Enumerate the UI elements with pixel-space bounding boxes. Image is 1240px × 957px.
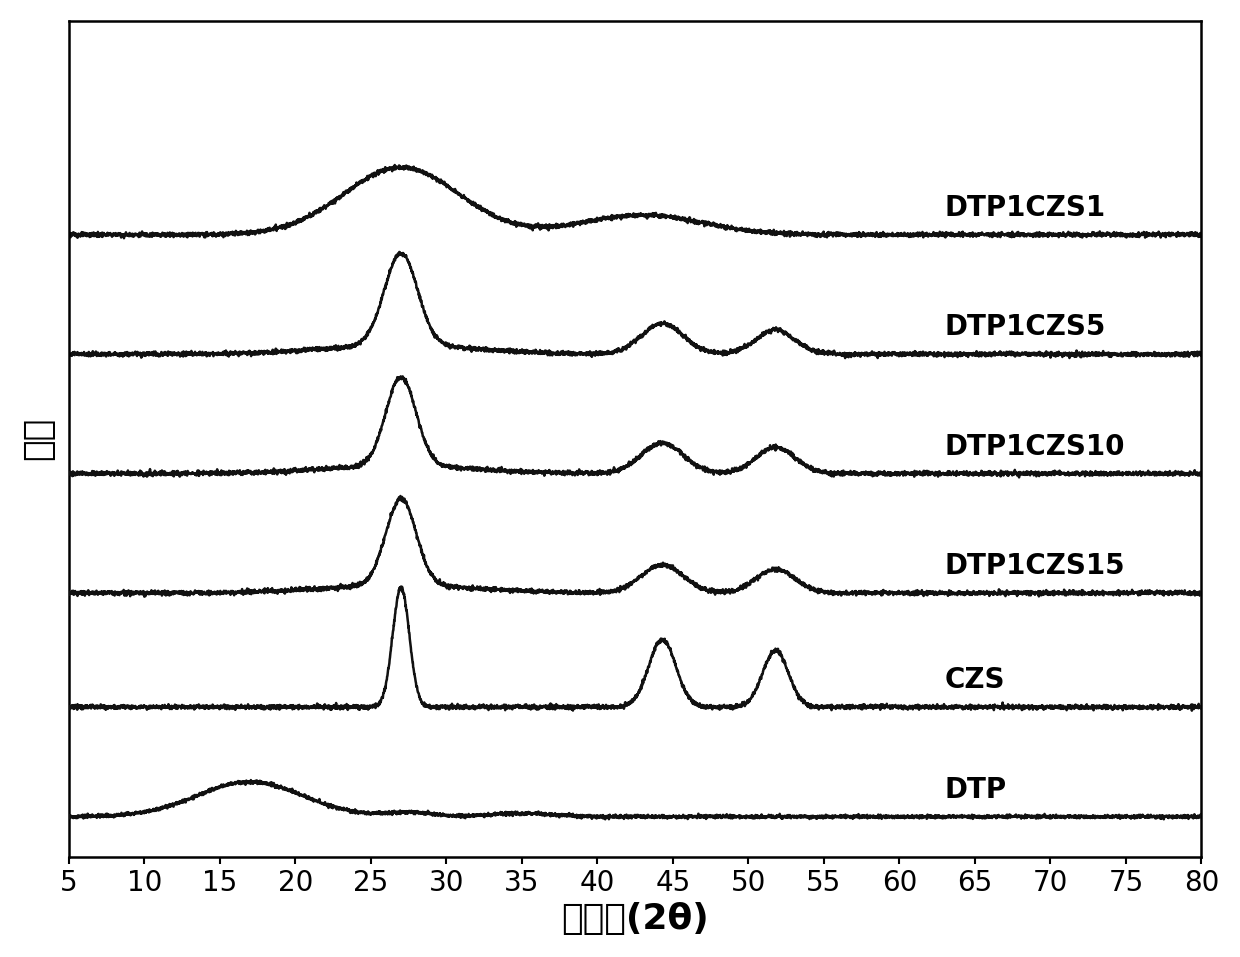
Text: DTP: DTP (945, 775, 1007, 804)
Text: DTP1CZS15: DTP1CZS15 (945, 552, 1126, 580)
X-axis label: 衍射角(2θ): 衍射角(2θ) (562, 902, 709, 936)
Y-axis label: 强度: 强度 (21, 417, 55, 460)
Text: DTP1CZS1: DTP1CZS1 (945, 193, 1106, 222)
Text: DTP1CZS5: DTP1CZS5 (945, 313, 1106, 341)
Text: DTP1CZS10: DTP1CZS10 (945, 433, 1125, 460)
Text: CZS: CZS (945, 666, 1006, 694)
